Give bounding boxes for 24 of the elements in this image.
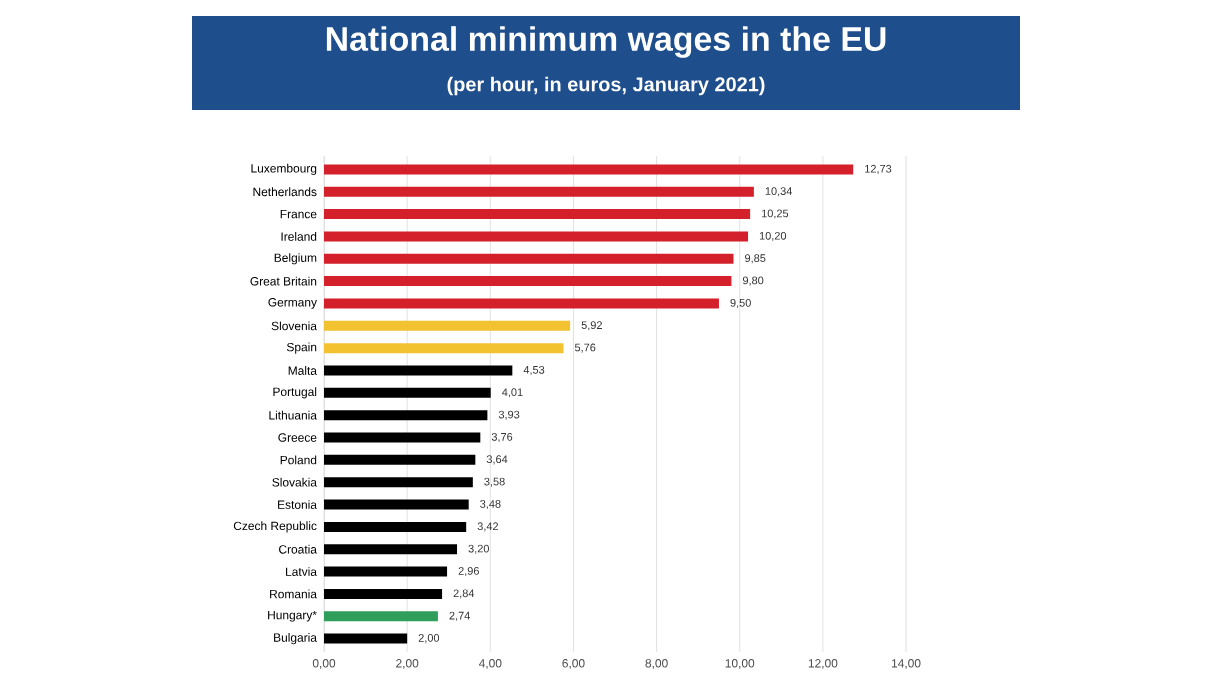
bar [324, 365, 513, 376]
bar [324, 454, 476, 465]
bar [324, 253, 734, 264]
bar [324, 521, 467, 532]
bar [324, 164, 854, 175]
bar [324, 231, 749, 242]
bar [324, 544, 458, 555]
bar [324, 566, 448, 577]
bar [324, 588, 443, 599]
bar [324, 633, 408, 644]
bar [324, 276, 732, 287]
bar [324, 186, 754, 197]
bar [324, 387, 491, 398]
bar [324, 611, 438, 622]
bar [324, 477, 473, 488]
bar [324, 499, 469, 510]
bar [324, 209, 751, 220]
chart-title: National minimum wages in the EU [326, 26, 886, 58]
bar [324, 432, 481, 443]
bar [324, 298, 719, 309]
bar [324, 343, 564, 354]
bar [324, 320, 571, 331]
bar [324, 410, 488, 421]
chart-subtitle: (per hour, in euros, January 2021) [447, 76, 765, 96]
